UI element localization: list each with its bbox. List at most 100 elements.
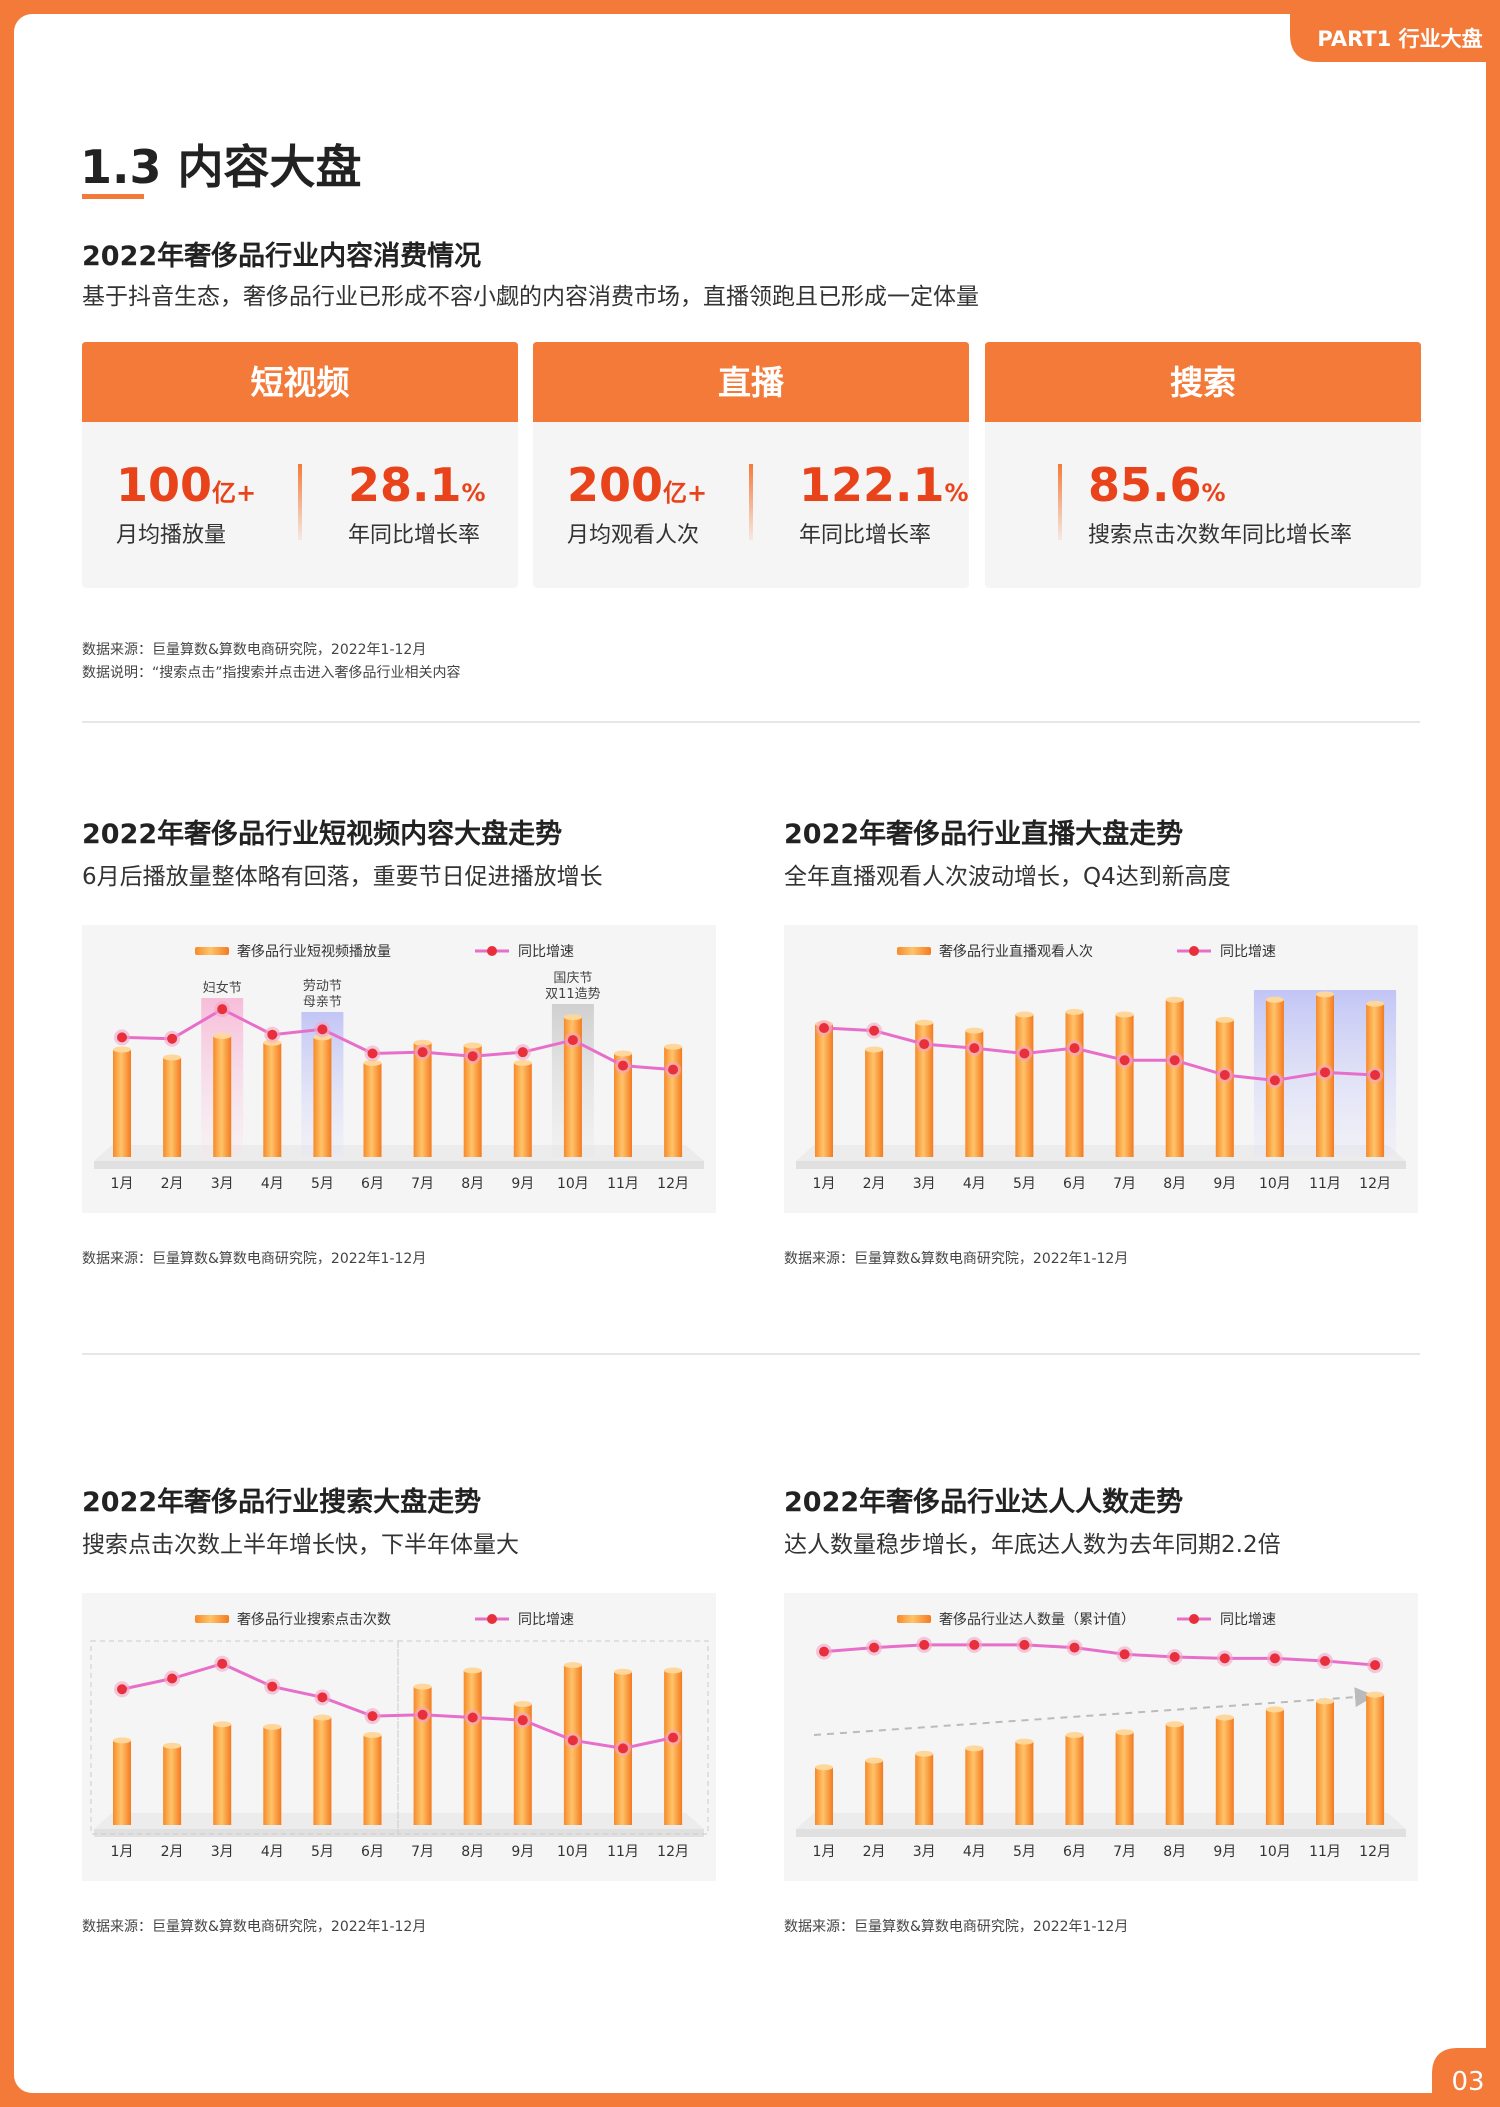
bar-cap <box>614 1050 632 1057</box>
chart-subtitle: 全年直播观看人次波动增长，Q4达到新高度 <box>784 864 1231 890</box>
point <box>819 1646 829 1657</box>
point <box>1219 1070 1230 1081</box>
trend-arrow <box>813 1687 1375 1736</box>
bar <box>413 1042 432 1157</box>
x-tick-label: 4月 <box>963 1176 986 1192</box>
bar <box>915 1753 934 1825</box>
x-tick-label: 8月 <box>461 1844 484 1860</box>
bar <box>865 1049 884 1157</box>
bar-cap <box>865 1046 884 1053</box>
point <box>467 1712 478 1723</box>
part-label: PART1 行业大盘 <box>1317 27 1482 51</box>
point <box>317 1692 328 1703</box>
bar <box>1366 1694 1385 1825</box>
floor-edge <box>94 1829 704 1837</box>
bar <box>163 1745 182 1825</box>
x-tick-label: 10月 <box>557 1844 589 1860</box>
x-tick-label: 1月 <box>111 1844 134 1860</box>
x-tick-label: 3月 <box>913 1844 936 1860</box>
x-tick-label: 12月 <box>657 1844 689 1860</box>
x-tick-label: 8月 <box>1163 1176 1186 1192</box>
point <box>117 1032 127 1043</box>
x-tick-label: 9月 <box>511 1844 534 1860</box>
x-tick-label: 4月 <box>261 1844 284 1860</box>
point <box>869 1642 880 1653</box>
bar-cap <box>263 1723 282 1730</box>
bar <box>664 1670 683 1825</box>
chart-source: 数据来源：巨量算数&算数电商研究院，2022年1-12月 <box>82 1251 426 1267</box>
bar <box>463 1045 482 1157</box>
kpi-value: 85.6% <box>1088 458 1226 512</box>
x-tick-label: 12月 <box>657 1176 689 1192</box>
kpi-unit: % <box>1202 479 1226 507</box>
kpi-number: 122.1 <box>799 458 945 512</box>
bar-cap <box>463 1667 482 1674</box>
bar-cap <box>313 1714 332 1721</box>
bar <box>563 1017 582 1157</box>
legend-label: 奢侈品行业达人数量（累计值） <box>939 1612 1135 1628</box>
x-tick-label: 4月 <box>963 1844 986 1860</box>
annotation: 妇女节 <box>203 980 242 996</box>
point <box>567 1735 578 1746</box>
bar-cap <box>1065 1008 1084 1015</box>
kpi-value: 100亿+ <box>116 458 256 512</box>
bar-cap <box>965 1745 984 1752</box>
bar-cap <box>363 1731 382 1738</box>
point <box>117 1684 127 1695</box>
kpi-label: 年同比增长率 <box>348 523 480 548</box>
bar-cap <box>563 1662 582 1669</box>
title-underline <box>82 194 144 199</box>
chart-subtitle: 搜索点击次数上半年增长快，下半年体量大 <box>82 1532 519 1558</box>
legend-label: 同比增速 <box>1220 1612 1276 1628</box>
x-tick-label: 7月 <box>1113 1176 1136 1192</box>
legend-swatch <box>195 947 229 955</box>
point <box>517 1047 528 1058</box>
annotation: 国庆节 <box>553 971 592 986</box>
kpi-label: 月均观看人次 <box>567 523 699 548</box>
kpi-unit: 亿+ <box>212 479 256 507</box>
x-tick-label: 7月 <box>411 1176 434 1192</box>
bar-cap <box>1316 991 1334 998</box>
note: 数据来源：巨量算数&算数电商研究院，2022年1-12月 <box>82 642 426 658</box>
bar <box>1215 1019 1234 1157</box>
bar-cap <box>1165 996 1184 1003</box>
chart-source: 数据来源：巨量算数&算数电商研究院，2022年1-12月 <box>784 1251 1128 1267</box>
bar-cap <box>1115 1011 1134 1018</box>
bar <box>363 1062 382 1157</box>
floor-edge <box>796 1161 1406 1169</box>
bar-cap <box>513 1701 532 1708</box>
point <box>668 1064 679 1075</box>
legend-dot <box>1189 1614 1199 1624</box>
floor-edge <box>796 1829 1406 1837</box>
bar <box>313 1037 332 1157</box>
x-tick-label: 12月 <box>1359 1176 1391 1192</box>
x-tick-label: 5月 <box>311 1176 334 1192</box>
legend-label: 奢侈品行业搜索点击次数 <box>237 1611 391 1628</box>
legend-swatch <box>897 1615 931 1623</box>
bar <box>1065 1734 1084 1825</box>
x-tick-label: 1月 <box>111 1176 134 1192</box>
kpi-divider <box>298 464 302 540</box>
point <box>1269 1075 1280 1086</box>
bar <box>1215 1717 1234 1825</box>
x-tick-label: 11月 <box>607 1844 639 1860</box>
annotation: 母亲节 <box>303 995 342 1010</box>
point <box>417 1047 428 1058</box>
chart-source: 数据来源：巨量算数&算数电商研究院，2022年1-12月 <box>784 1919 1128 1935</box>
kpi-number: 28.1 <box>348 458 462 512</box>
chart-subtitle: 6月后播放量整体略有回落，重要节日促进播放增长 <box>82 864 603 890</box>
bar <box>1316 1701 1334 1825</box>
floor <box>94 1145 704 1161</box>
bar <box>815 1023 833 1157</box>
kpi-header <box>82 342 518 422</box>
legend-dot <box>1189 946 1199 956</box>
legend-dot <box>487 1614 497 1624</box>
bar <box>163 1057 182 1157</box>
bar-cap <box>1215 1016 1234 1023</box>
bar <box>513 1704 532 1825</box>
bar-cap <box>413 1683 432 1690</box>
x-tick-label: 2月 <box>161 1176 184 1192</box>
x-tick-label: 7月 <box>411 1844 434 1860</box>
point <box>1069 1043 1080 1054</box>
